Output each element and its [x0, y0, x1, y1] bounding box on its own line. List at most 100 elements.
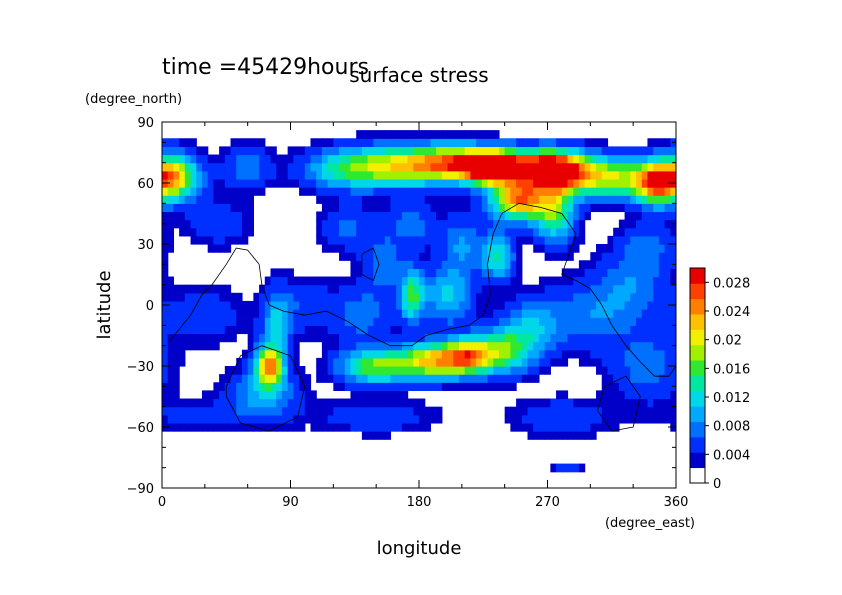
heatmap-cell	[424, 406, 432, 416]
heatmap-cell	[173, 170, 180, 180]
heatmap-cell	[647, 366, 654, 375]
heatmap-cell	[316, 333, 323, 343]
heatmap-cell	[350, 341, 357, 351]
heatmap-cell	[481, 382, 489, 391]
heatmap-cell	[561, 203, 569, 213]
heatmap-cell	[241, 374, 249, 383]
heatmap-cell	[527, 138, 534, 147]
heatmap-cell	[373, 333, 380, 343]
heatmap-cell	[424, 357, 432, 367]
heatmap-cell	[510, 146, 517, 156]
heatmap-cell	[550, 178, 557, 188]
heatmap-cell	[476, 219, 483, 229]
heatmap-cell	[658, 317, 666, 326]
heatmap-cell	[636, 333, 643, 343]
heatmap-cell	[578, 309, 586, 318]
heatmap-cell	[550, 219, 557, 229]
heatmap-cell	[436, 211, 443, 221]
heatmap-cell	[584, 325, 591, 335]
heatmap-cell	[299, 406, 306, 416]
heatmap-cell	[310, 406, 317, 416]
heatmap-cell	[527, 154, 534, 164]
heatmap-cell	[339, 309, 346, 318]
heatmap-cell	[516, 300, 523, 310]
heatmap-cell	[464, 382, 471, 391]
heatmap-cell	[281, 162, 289, 172]
heatmap-cell	[481, 349, 489, 359]
heatmap-cell	[601, 276, 609, 286]
heatmap-cell	[276, 309, 283, 318]
heatmap-cell	[184, 325, 192, 335]
heatmap-cell	[207, 406, 214, 416]
heatmap-cell	[584, 292, 591, 302]
heatmap-cell	[379, 211, 386, 221]
heatmap-cell	[590, 300, 597, 310]
heatmap-cell	[441, 252, 449, 261]
heatmap-cell	[487, 170, 494, 180]
heatmap-cell	[361, 130, 369, 139]
heatmap-cell	[453, 309, 460, 318]
heatmap-cell	[304, 284, 312, 294]
heatmap-cell	[636, 276, 643, 286]
heatmap-cell	[590, 260, 597, 269]
heatmap-cell	[567, 284, 574, 294]
heatmap-cell	[544, 357, 551, 367]
heatmap-cell	[396, 146, 403, 156]
x-tick-label: 180	[407, 495, 432, 510]
heatmap-cell	[510, 252, 517, 261]
heatmap-cell	[350, 138, 357, 147]
heatmap-cell	[653, 219, 660, 229]
coastline	[597, 375, 641, 432]
heatmap-cell	[476, 276, 483, 286]
heatmap-cell	[664, 276, 671, 286]
heatmap-cell	[167, 203, 175, 213]
heatmap-cell	[624, 406, 631, 416]
heatmap-cell	[401, 382, 409, 391]
heatmap-cell	[367, 195, 374, 204]
heatmap-cell	[259, 146, 266, 156]
heatmap-cell	[196, 292, 203, 302]
heatmap-cell	[219, 333, 226, 343]
heatmap-cell	[521, 187, 529, 196]
heatmap-cell	[419, 130, 426, 139]
heatmap-cell	[544, 211, 551, 221]
heatmap-cell	[270, 292, 277, 302]
heatmap-cell	[162, 276, 169, 286]
heatmap-cell	[476, 211, 483, 221]
heatmap-cell	[527, 292, 534, 302]
heatmap-cell	[299, 325, 306, 335]
heatmap-cell	[441, 178, 449, 188]
heatmap-cell	[316, 211, 323, 221]
heatmap-cell	[641, 325, 649, 335]
heatmap-cell	[339, 154, 346, 164]
heatmap-cell	[179, 309, 186, 318]
heatmap-cell	[533, 317, 540, 326]
heatmap-cell	[390, 227, 397, 237]
heatmap-cell	[521, 227, 529, 237]
heatmap-cell	[613, 268, 620, 278]
heatmap-cell	[241, 154, 249, 164]
heatmap-cell	[430, 178, 437, 188]
heatmap-cell	[430, 341, 437, 351]
heatmap-cell	[498, 235, 506, 245]
heatmap-cell	[179, 317, 186, 326]
heatmap-cell	[196, 325, 203, 335]
heatmap-cell	[196, 227, 203, 237]
heatmap-cell	[464, 341, 471, 351]
heatmap-cell	[356, 187, 363, 196]
heatmap-cell	[550, 244, 557, 253]
heatmap-cell	[304, 317, 312, 326]
heatmap-cell	[584, 349, 591, 359]
heatmap-cell	[213, 422, 220, 432]
heatmap-cell	[561, 284, 569, 294]
heatmap-cell	[464, 374, 471, 383]
heatmap-cell	[641, 317, 649, 326]
heatmap-cell	[556, 309, 563, 318]
heatmap-cell	[578, 187, 586, 196]
heatmap-cell	[630, 260, 637, 269]
heatmap-cell	[316, 195, 323, 204]
heatmap-cell	[287, 170, 294, 180]
heatmap-cell	[544, 333, 551, 343]
heatmap-cell	[464, 268, 471, 278]
heatmap-cell	[201, 195, 209, 204]
